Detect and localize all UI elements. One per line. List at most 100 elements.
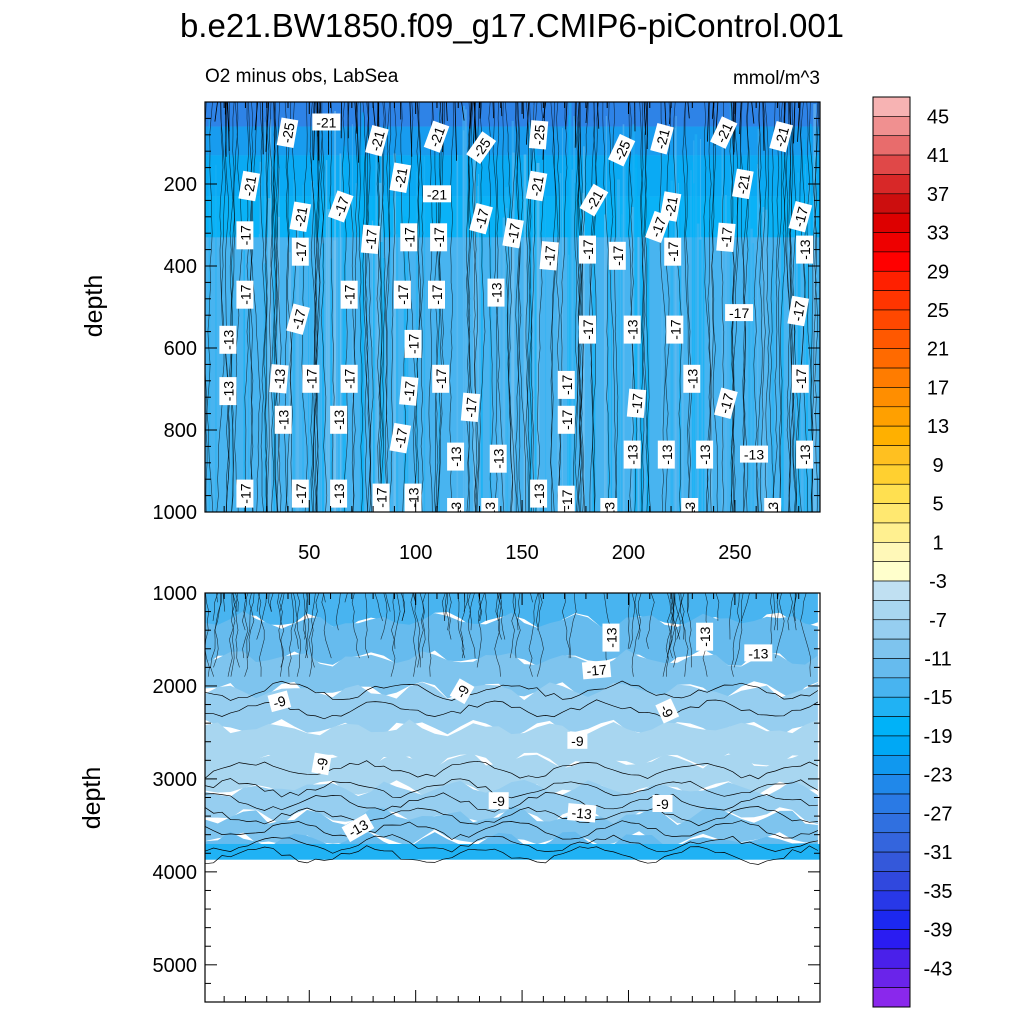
contour-label-box (626, 388, 647, 419)
contour-label: -21 (365, 125, 389, 157)
contour-label: -25 (528, 120, 549, 150)
colorbar-label: 41 (927, 145, 949, 167)
contour-label-text: -17 (610, 245, 626, 265)
contour-line (205, 820, 819, 840)
contour-line (565, 102, 568, 130)
contour-label-box (725, 304, 754, 322)
contour-label-box (267, 690, 292, 713)
x-tick-label: 200 (612, 542, 645, 564)
y-tick-label: 1000 (153, 502, 198, 524)
contour-line (720, 102, 726, 512)
contour-label-box (274, 405, 292, 434)
colorbar-label: 33 (927, 223, 949, 245)
colorbar-swatch (872, 483, 911, 504)
contour-label: -21 (710, 116, 738, 149)
contour-line (733, 593, 750, 668)
contour-label-box (579, 315, 596, 344)
contour-line (631, 593, 642, 677)
streak (330, 258, 332, 512)
contour-line (385, 102, 392, 512)
contour-label-text: -13 (448, 502, 464, 522)
contour-label: -13 (796, 440, 814, 469)
contour-line (376, 102, 383, 512)
contour-label-box (430, 223, 448, 252)
contour-label-box (557, 485, 575, 512)
streak (311, 180, 314, 512)
streak (725, 194, 727, 512)
contour-label-box (340, 364, 358, 393)
contour-label: -13 (341, 813, 375, 843)
contour-line (308, 593, 320, 677)
chart-title: b.e21.BW1850.f09_g17.CMIP6-piControl.001 (180, 7, 844, 44)
contour-label-box (330, 405, 348, 434)
contour-label-box (236, 479, 254, 508)
contour-label-text: -13 (531, 483, 547, 503)
contour-label-text: -13 (571, 804, 593, 822)
contour-label-text: -17 (559, 409, 575, 429)
contour-label-text: -13 (748, 645, 768, 661)
contour-label: -13 (602, 623, 620, 652)
contour-label: -17 (557, 485, 575, 512)
contour-line (528, 593, 539, 677)
contour-label-box (360, 224, 381, 254)
contour-line (476, 102, 486, 512)
contour-line (775, 593, 785, 659)
contour-line (569, 593, 577, 659)
contour-label: -9 (311, 752, 332, 776)
streak (607, 265, 610, 512)
contour-label-box (291, 237, 309, 266)
contour-label-text: -21 (291, 205, 310, 228)
streak (502, 217, 506, 512)
colorbar-swatch (872, 967, 911, 988)
streak (403, 216, 407, 512)
contour-line (278, 593, 285, 668)
contour-label-text: -17 (729, 305, 749, 321)
streak (473, 152, 476, 512)
contour-label-text: -17 (462, 396, 480, 418)
contour-label-box (488, 792, 509, 810)
y-tick-label: 5000 (153, 955, 198, 977)
contour-line (313, 102, 316, 161)
contour-line (741, 593, 744, 621)
streak (571, 169, 574, 512)
colorbar-label: 13 (927, 416, 949, 438)
contour-line (225, 102, 227, 157)
contour-label-box (487, 278, 505, 307)
contour-line (356, 102, 359, 163)
colorbar-swatch (872, 813, 911, 834)
contour-line (256, 593, 260, 612)
y-tick-label: 1000 (153, 583, 198, 605)
streak (477, 185, 479, 512)
streak (771, 259, 775, 512)
contour-label-text: -13 (331, 483, 347, 503)
contour-label-box (289, 201, 312, 232)
contour-line (220, 102, 230, 512)
contour-label-text: -17 (293, 241, 309, 261)
contour-label-text: -17 (431, 227, 447, 247)
colorbar-swatch (872, 116, 911, 137)
contour-label-text: -17 (793, 368, 809, 388)
streak (334, 110, 337, 512)
contour-line (283, 102, 292, 512)
colorbar-swatch (872, 135, 911, 156)
contour-line (643, 102, 646, 135)
contour-line (224, 102, 230, 512)
contour-label-box (481, 498, 499, 512)
contour-line (279, 593, 285, 612)
contour-line (293, 593, 301, 677)
colorbar-swatch (872, 677, 911, 698)
contour-label: -13 (740, 445, 768, 463)
contour-label-box (683, 364, 701, 393)
contour-label-box (365, 125, 389, 157)
x-tick-label: 150 (505, 542, 538, 564)
streak (511, 235, 515, 512)
contour-label-box (659, 191, 682, 222)
contour-line (302, 593, 308, 659)
colorbar: 45 41 37 33 29 25 21 17 13 9 5 1 -3 -7 -11 -15 -19 -23 -27… (872, 96, 952, 1008)
contour-label-box (600, 498, 618, 512)
contour-line (751, 102, 755, 124)
contour-line (662, 593, 682, 677)
contour-line (526, 102, 530, 145)
contour-label-box (740, 445, 768, 463)
contour-line (550, 102, 559, 512)
